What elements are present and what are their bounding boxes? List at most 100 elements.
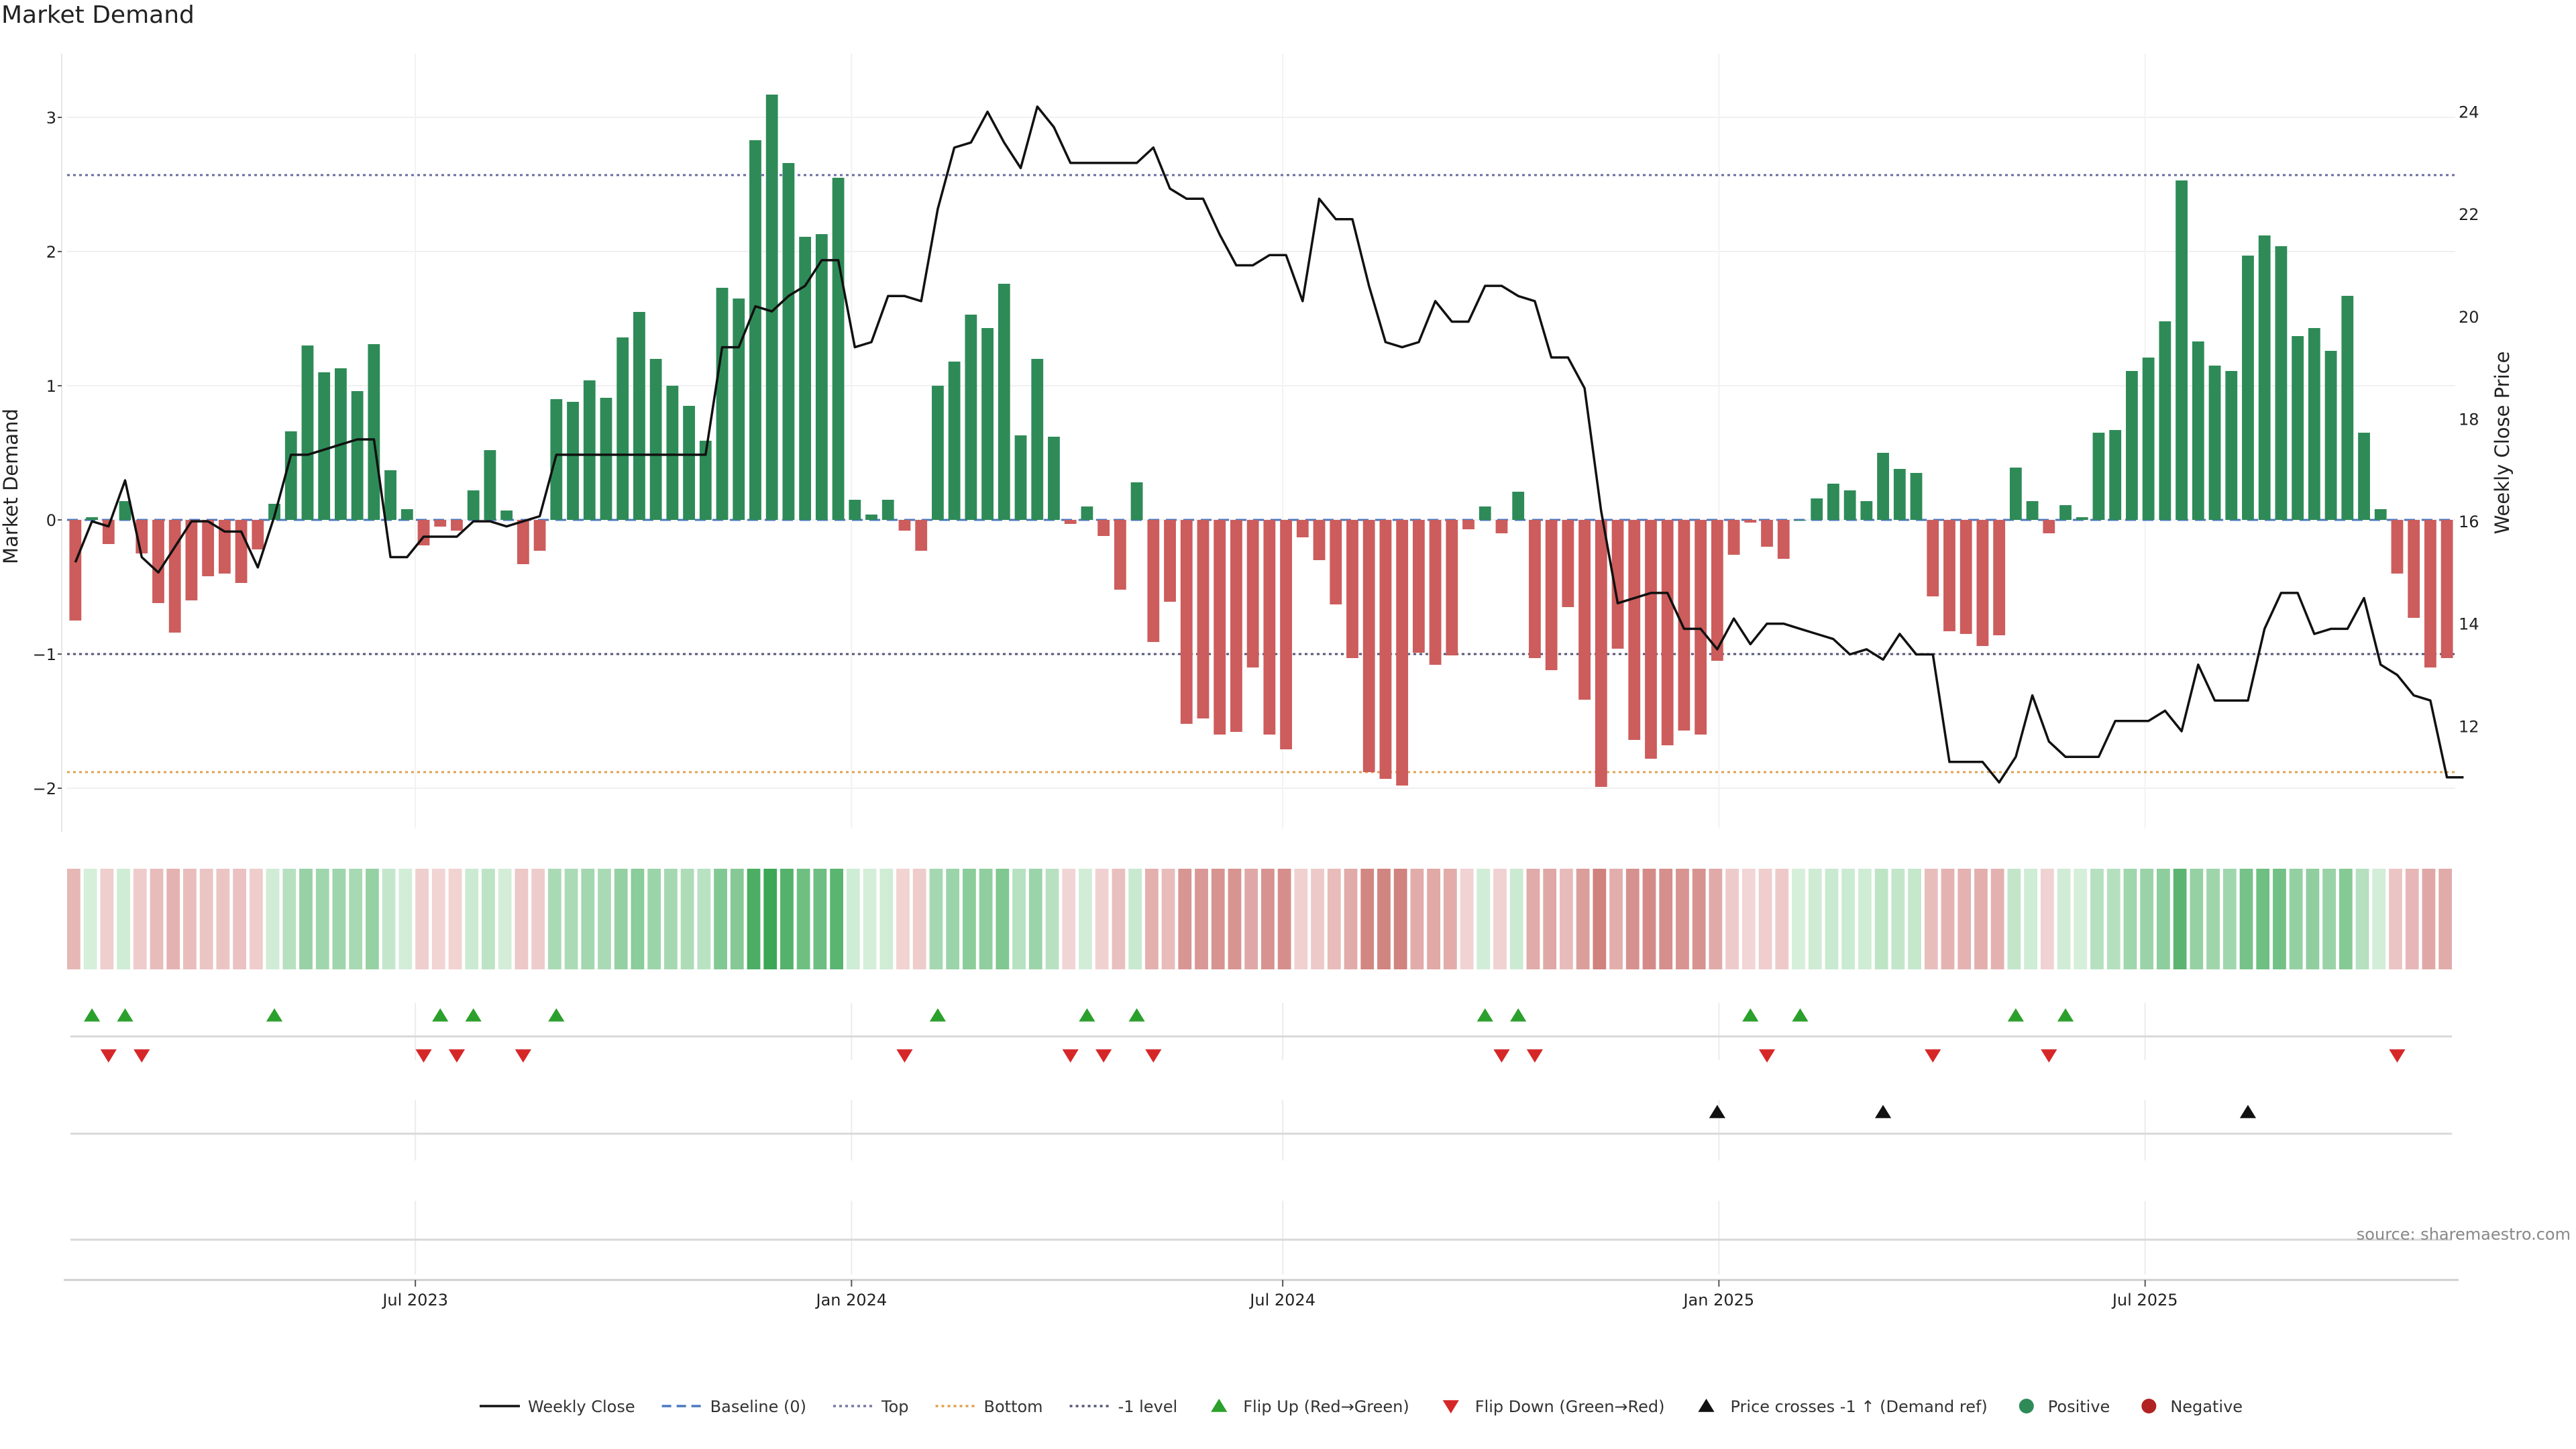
- price-cross-marker: [1874, 1105, 1892, 1118]
- demand-bar: [69, 520, 82, 621]
- heat-cell: [482, 869, 495, 969]
- demand-bar: [998, 284, 1010, 520]
- heat-cell: [1990, 869, 2004, 969]
- heat-cell: [1725, 869, 1739, 969]
- legend: Weekly Close Baseline (0) Top Bottom -1 leve…: [480, 1397, 2243, 1416]
- heat-cell: [1410, 869, 1424, 969]
- demand-bar: [716, 288, 729, 520]
- flip-up-marker: [1742, 1008, 1759, 1022]
- demand-bar: [1578, 520, 1591, 700]
- legend-label: Positive: [2048, 1397, 2110, 1416]
- heat-cell: [1642, 869, 1656, 969]
- demand-bar: [2192, 341, 2204, 520]
- demand-bar: [2292, 336, 2304, 520]
- demand-bar: [185, 520, 198, 600]
- legend-label: Flip Down (Green→Red): [1475, 1397, 1665, 1416]
- demand-bar: [2043, 520, 2055, 533]
- demand-bar: [865, 515, 877, 520]
- heat-cell: [1526, 869, 1540, 969]
- heat-cell: [1841, 869, 1856, 969]
- heat-cell: [896, 869, 910, 969]
- heat-cell: [1941, 869, 1955, 969]
- heat-cell: [1676, 869, 1689, 969]
- flip-down-marker: [515, 1049, 531, 1063]
- demand-bar: [1695, 520, 1707, 735]
- demand-bar: [1761, 520, 1773, 547]
- flip-down-marker: [1062, 1049, 1079, 1063]
- demand-bar: [1495, 520, 1508, 533]
- y-right-tick-label: 22: [2459, 205, 2479, 224]
- demand-bar: [2225, 371, 2238, 520]
- y-left-tick-label: 0: [46, 511, 56, 530]
- heat-cell: [398, 869, 413, 969]
- demand-bar: [1943, 520, 1955, 631]
- legend-label: Price crosses -1 ↑ (Demand ref): [1731, 1397, 1988, 1416]
- heat-cell: [996, 869, 1010, 969]
- demand-bar: [1529, 520, 1541, 658]
- demand-bar: [318, 372, 331, 520]
- demand-bar: [1827, 484, 1839, 520]
- demand-bar: [1628, 520, 1641, 740]
- heat-cell: [2355, 869, 2369, 969]
- heat-cell: [1908, 869, 1921, 969]
- y-right-tick-label: 18: [2459, 410, 2479, 429]
- heat-cell: [1095, 869, 1109, 969]
- heat-cell: [1195, 869, 1208, 969]
- demand-bar: [384, 470, 396, 520]
- demand-bar: [1014, 435, 1027, 520]
- demand-bar: [1744, 520, 1757, 523]
- heat-cell: [1858, 869, 1872, 969]
- demand-bar: [119, 501, 131, 520]
- demand-bar: [832, 178, 845, 520]
- demand-bar: [1313, 520, 1326, 560]
- demand-bar: [2092, 433, 2105, 520]
- heat-cell: [1112, 869, 1126, 969]
- heat-cell: [1211, 869, 1225, 969]
- demand-bar: [733, 299, 745, 520]
- demand-bar: [898, 520, 911, 531]
- demand-bar: [218, 520, 231, 574]
- heat-cell: [2273, 869, 2286, 969]
- demand-bar: [2142, 358, 2155, 520]
- demand-bar: [235, 520, 248, 583]
- heat-cell: [863, 869, 877, 969]
- demand-bar: [400, 509, 413, 520]
- demand-bar: [2440, 520, 2453, 658]
- demand-bar: [649, 359, 662, 520]
- demand-bar: [1197, 520, 1210, 718]
- legend-item: Bottom: [935, 1397, 1043, 1416]
- y-left-tick-label: 2: [46, 243, 56, 262]
- demand-bar: [1164, 520, 1176, 602]
- heat-cell: [664, 869, 678, 969]
- heat-cell: [547, 869, 561, 969]
- heat-cell: [2123, 869, 2137, 969]
- heat-cell: [332, 869, 346, 969]
- demand-bar: [1645, 520, 1657, 759]
- demand-bar: [1661, 520, 1674, 745]
- heat-cell: [465, 869, 479, 969]
- heat-cell: [1477, 869, 1491, 969]
- demand-bar: [1711, 520, 1723, 661]
- y-left-tick-label: 3: [46, 109, 56, 127]
- heat-cell: [747, 869, 761, 969]
- legend-label: Flip Up (Red→Green): [1243, 1397, 1409, 1416]
- heat-cell: [1509, 869, 1523, 969]
- flip-down-marker: [415, 1049, 432, 1063]
- heat-cell: [1825, 869, 1839, 969]
- demand-bar: [168, 520, 181, 633]
- demand-bar: [683, 406, 695, 520]
- heat-cell: [1443, 869, 1457, 969]
- weekly-close-series-line: [74, 105, 2464, 784]
- demand-bar: [1048, 437, 1060, 520]
- demand-bar: [1727, 520, 1740, 555]
- heat-cell: [2405, 869, 2419, 969]
- demand-bar: [633, 312, 645, 520]
- demand-bar: [1412, 520, 1425, 653]
- heat-cell: [730, 869, 744, 969]
- demand-bar: [550, 399, 563, 520]
- heat-cell: [2140, 869, 2154, 969]
- heat-cell: [1659, 869, 1673, 969]
- legend-swatch: [1442, 1400, 1459, 1413]
- demand-bar: [1910, 473, 1923, 520]
